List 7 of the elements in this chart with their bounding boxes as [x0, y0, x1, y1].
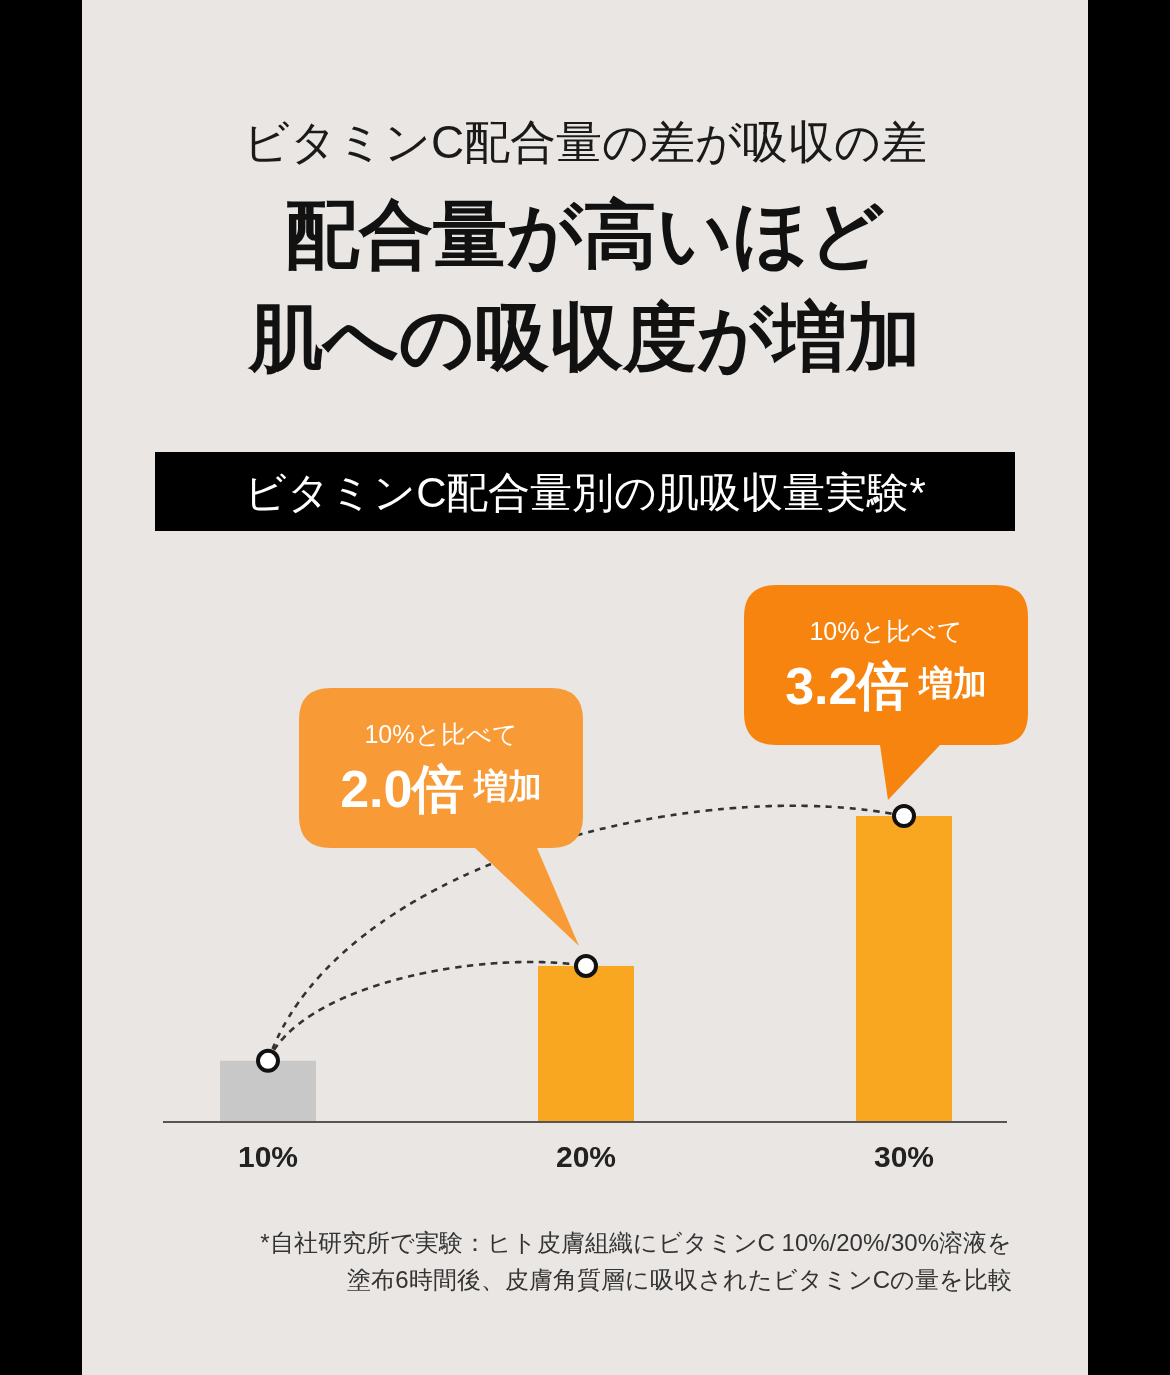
- x-tick-label: 10%: [237, 1140, 299, 1173]
- text: ビタミンC配合量の差が吸収の差: [242, 116, 928, 168]
- x-tick-label: 30%: [873, 1140, 935, 1173]
- x-tick-label: 20%: [555, 1140, 617, 1173]
- text: 配合量が高いほど肌への吸収度が増加: [247, 193, 921, 379]
- chart-title: ビタミンC配合量別の肌吸収量実験*: [244, 469, 926, 516]
- text: *自社研究所で実験：ヒト皮膚組織にビタミンC 10%/20%/30%溶液を塗布6時間後、皮膚角質層に吸収されたビタミンCの量を比較: [260, 1229, 1012, 1293]
